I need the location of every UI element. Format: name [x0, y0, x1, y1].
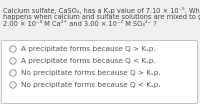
FancyBboxPatch shape [2, 40, 198, 103]
Text: A precipitate forms because Q < Kₛp.: A precipitate forms because Q < Kₛp. [21, 58, 156, 64]
Circle shape [10, 58, 16, 64]
Circle shape [10, 70, 16, 76]
Text: A precipitate forms because Q > Kₛp.: A precipitate forms because Q > Kₛp. [21, 46, 156, 52]
Text: 2.00 × 10⁻³ M Ca²⁺ and 3.00 × 10⁻² M SO₄²⁻ ?: 2.00 × 10⁻³ M Ca²⁺ and 3.00 × 10⁻² M SO₄… [3, 21, 157, 27]
Text: Calcium sulfate, CaSO₄, has a Kₛp value of 7.10 × 10⁻⁵. What: Calcium sulfate, CaSO₄, has a Kₛp value … [3, 7, 200, 14]
Text: happens when calcium and sulfate solutions are mixed to give: happens when calcium and sulfate solutio… [3, 14, 200, 20]
Circle shape [10, 46, 16, 52]
Text: No precipitate forms because Q < Kₛp.: No precipitate forms because Q < Kₛp. [21, 82, 161, 88]
Text: No precipitate forms because Q > Kₛp.: No precipitate forms because Q > Kₛp. [21, 70, 161, 76]
Circle shape [10, 82, 16, 88]
